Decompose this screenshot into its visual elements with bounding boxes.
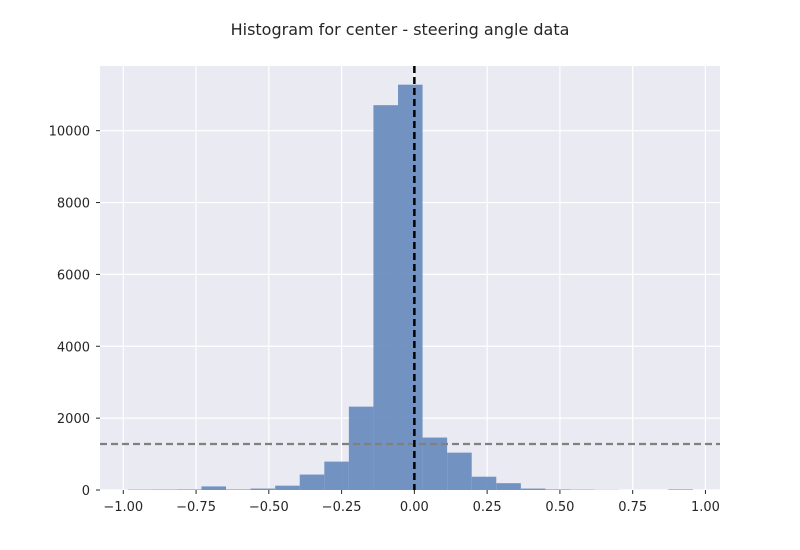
histogram-bar bbox=[447, 452, 472, 490]
y-axis-ticks: 0 2000 4000 6000 8000 10000 bbox=[49, 125, 100, 499]
histogram-bar bbox=[398, 84, 423, 490]
histogram-bar bbox=[299, 474, 325, 490]
x-tick-label: −1.00 bbox=[103, 500, 143, 515]
x-tick-label: −0.25 bbox=[322, 500, 362, 515]
histogram-bar bbox=[324, 461, 349, 490]
histogram-bar bbox=[373, 105, 399, 490]
histogram-bars bbox=[127, 84, 693, 490]
histogram-bar bbox=[668, 489, 693, 490]
x-tick-label: 0.00 bbox=[400, 500, 429, 515]
x-tick-label: −0.75 bbox=[176, 500, 216, 515]
reference-lines bbox=[100, 66, 720, 490]
x-axis-ticks: −1.00 −0.75 −0.50 −0.25 0.00 0.25 0.50 0.75 1.00 bbox=[103, 490, 720, 515]
x-tick-label: 0.50 bbox=[545, 500, 574, 515]
histogram-bar bbox=[471, 476, 497, 490]
x-tick-label: 0.25 bbox=[473, 500, 502, 515]
histogram-bar bbox=[201, 486, 227, 490]
histogram-bar bbox=[176, 489, 202, 490]
y-tick-label: 10000 bbox=[49, 125, 90, 140]
histogram-bar bbox=[275, 485, 300, 490]
y-tick-label: 2000 bbox=[57, 412, 90, 427]
x-tick-label: −0.50 bbox=[249, 500, 289, 515]
histogram-bar bbox=[422, 437, 448, 490]
histogram-bar bbox=[496, 483, 521, 490]
chart-title: Histogram for center - steering angle da… bbox=[230, 20, 570, 39]
x-tick-label: 0.75 bbox=[618, 500, 647, 515]
histogram-bar bbox=[250, 488, 276, 490]
y-tick-label: 6000 bbox=[57, 268, 90, 283]
x-tick-label: 1.00 bbox=[691, 500, 720, 515]
y-tick-label: 4000 bbox=[57, 340, 90, 355]
y-tick-label: 0 bbox=[82, 484, 90, 499]
histogram-bar bbox=[226, 489, 251, 490]
histogram-bar bbox=[545, 489, 570, 490]
histogram-bar bbox=[348, 406, 374, 490]
y-tick-label: 8000 bbox=[57, 197, 90, 212]
histogram-bar bbox=[520, 488, 546, 490]
